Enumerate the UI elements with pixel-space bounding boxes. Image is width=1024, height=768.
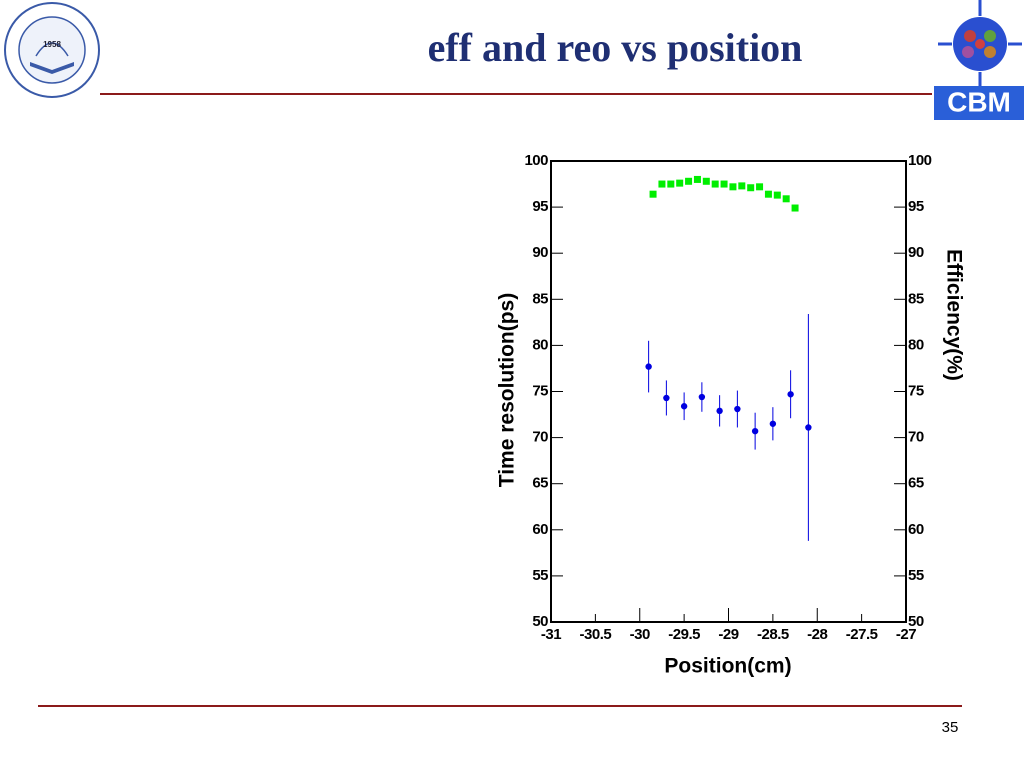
point [747, 184, 755, 192]
point [693, 175, 701, 183]
point [649, 190, 657, 198]
y2-tick-label: 75 [908, 382, 924, 399]
x-tick-label: -27.5 [846, 626, 878, 643]
y-tick-label: 95 [532, 198, 548, 215]
point [720, 180, 728, 188]
y2-tick-label: 95 [908, 198, 924, 215]
point [787, 391, 794, 398]
point [698, 393, 706, 401]
point [782, 195, 790, 203]
point [729, 183, 737, 191]
y2-tick-label: 50 [908, 613, 924, 630]
point [734, 405, 741, 413]
y-tick-label: 90 [532, 244, 548, 261]
y-tick-label: 75 [532, 382, 548, 399]
y2-tick-label: 85 [908, 290, 924, 307]
y-tick-label: 85 [532, 290, 548, 307]
x-tick-label: -29.5 [668, 626, 700, 643]
point [702, 177, 710, 185]
point [716, 407, 723, 415]
x-tick-label: -29 [718, 626, 738, 643]
point [791, 204, 799, 212]
point [685, 177, 693, 185]
point [711, 180, 719, 188]
x-tick-label: -30 [630, 626, 650, 643]
cbm-logo: CBM [934, 0, 1024, 120]
point [676, 179, 684, 187]
y-tick-label: 100 [524, 152, 548, 169]
y2-axis-title: Efficiency(%) [942, 249, 965, 381]
plot-frame [550, 160, 907, 623]
y-tick-label: 60 [532, 521, 548, 538]
y2-tick-label: 70 [908, 429, 924, 446]
y2-tick-label: 90 [908, 244, 924, 261]
x-tick-label: -31 [541, 626, 561, 643]
y2-tick-label: 60 [908, 521, 924, 538]
point [680, 403, 688, 410]
y-tick-label: 65 [532, 475, 548, 492]
point [645, 363, 652, 370]
x-tick-label: -27 [896, 626, 916, 643]
y2-tick-label: 80 [908, 336, 924, 353]
point [773, 191, 781, 199]
point [764, 190, 772, 198]
y-axis-title: Time resolution(ps) [496, 293, 519, 487]
x-tick-label: -28.5 [757, 626, 789, 643]
y2-tick-label: 55 [908, 567, 924, 584]
slide-title: eff and reo vs position [428, 25, 803, 70]
y-tick-label: 70 [532, 429, 548, 446]
y-tick-label: 55 [532, 567, 548, 584]
university-logo: 1958 [4, 2, 100, 98]
point [658, 180, 666, 188]
x-axis-title: Position(cm) [664, 655, 791, 678]
x-tick-label: -28 [807, 626, 827, 643]
y-tick-label: 50 [532, 613, 548, 630]
x-tick-label: -30.5 [580, 626, 612, 643]
point [756, 183, 764, 191]
y-tick-label: 80 [532, 336, 548, 353]
point [738, 182, 746, 190]
point [751, 427, 759, 435]
point [663, 394, 670, 402]
logo-text: CBM [947, 86, 1011, 117]
logo-year: 1958 [43, 40, 61, 49]
point [805, 424, 812, 431]
y2-tick-label: 100 [908, 152, 932, 169]
page-number: 35 [942, 719, 959, 736]
chart: -31 -30.5 -30 -29.5 -29 -28.5 -28 -27.5 -2750556… [496, 152, 966, 678]
point [769, 420, 777, 427]
y2-tick-label: 65 [908, 475, 924, 492]
point [667, 180, 675, 188]
